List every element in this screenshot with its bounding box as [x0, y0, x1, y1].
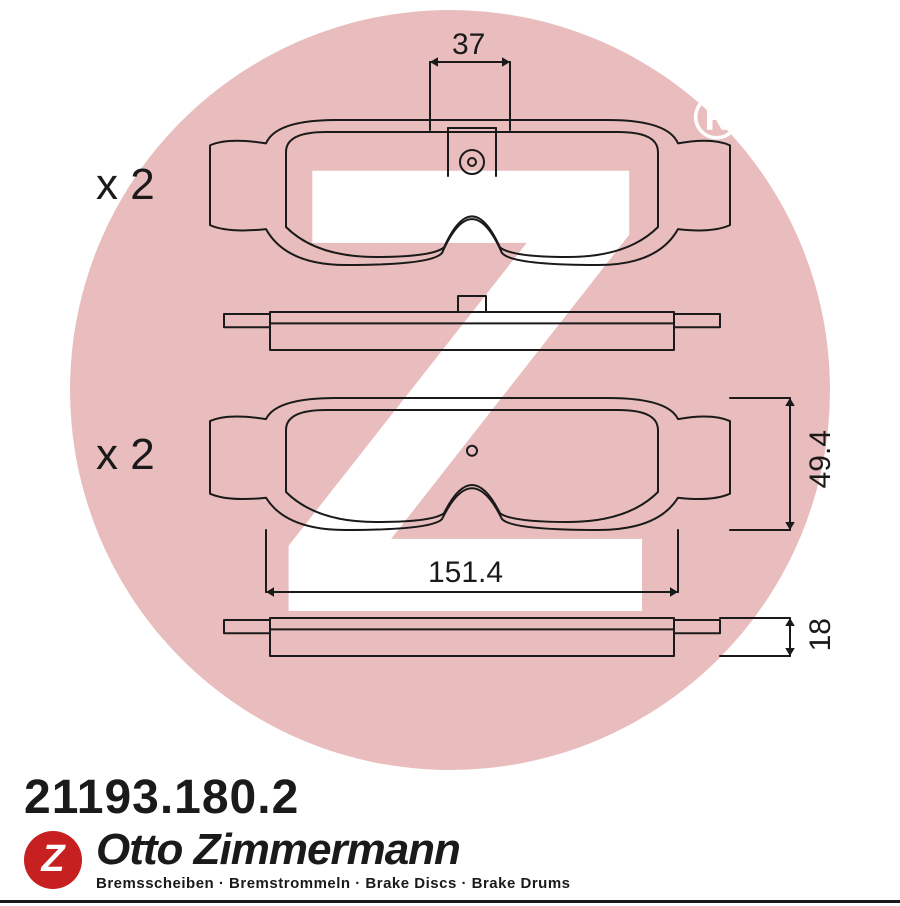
dim-pad-width: 151.4: [428, 556, 503, 590]
qty-bottom: x 2: [96, 430, 155, 480]
bottom-rule: [0, 900, 900, 903]
part-number: 21193.180.2: [24, 770, 299, 825]
technical-drawing: [0, 0, 900, 760]
qty-top: x 2: [96, 160, 155, 210]
dim-thickness: 18: [804, 618, 838, 651]
brand-name: Otto Zimmermann: [96, 828, 571, 872]
brand-row: Z Otto Zimmermann Bremsscheiben · Bremst…: [24, 828, 571, 891]
dim-top-width: 37: [452, 28, 485, 62]
brand-badge-letter: Z: [41, 838, 64, 881]
brand-tagline: Bremsscheiben · Bremstrommeln · Brake Di…: [96, 876, 571, 891]
dim-pad-height: 49.4: [804, 430, 838, 488]
brand-badge: Z: [24, 831, 82, 889]
brand-text: Otto Zimmermann Bremsscheiben · Bremstro…: [96, 828, 571, 891]
